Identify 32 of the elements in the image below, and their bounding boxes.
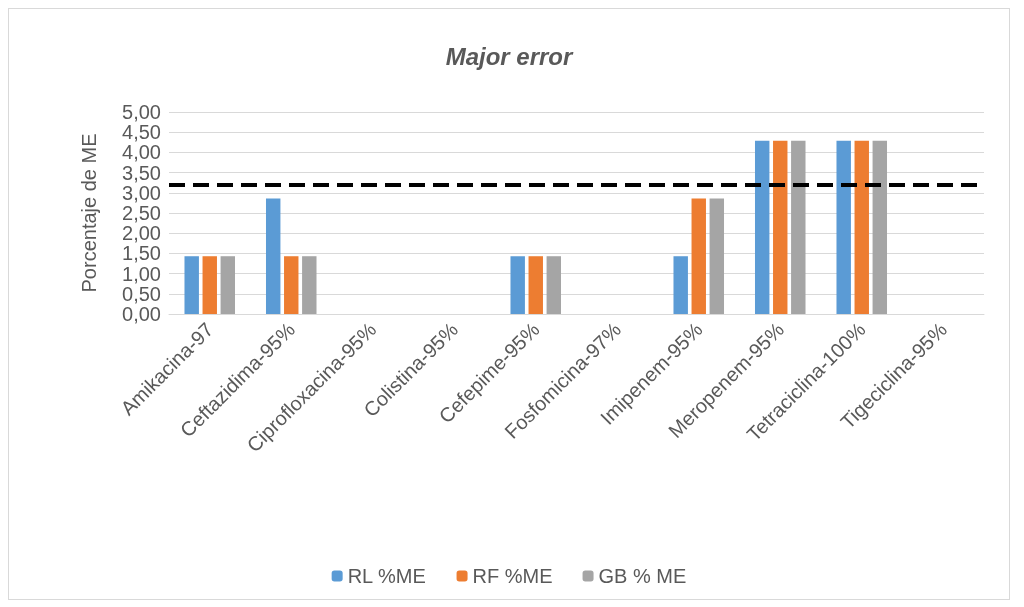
y-tick-label: 0,00: [122, 303, 161, 325]
bar: [220, 256, 236, 314]
y-tick-label: 4,00: [122, 141, 161, 164]
y-tick-label: 3,50: [122, 161, 161, 184]
bar: [202, 256, 217, 314]
bar: [691, 198, 706, 314]
bar: [284, 256, 299, 314]
bar: [791, 140, 806, 314]
bar: [673, 256, 688, 314]
legend-label: RF %ME: [472, 565, 553, 587]
legend-label: RL %ME: [347, 565, 426, 587]
y-tick-label: 1,50: [122, 242, 161, 265]
bar: [872, 140, 888, 314]
bar: [528, 256, 543, 314]
bar: [510, 256, 525, 314]
bar: [773, 140, 788, 314]
y-tick-label: 2,50: [122, 202, 161, 224]
bar: [302, 256, 317, 314]
bar: [184, 256, 199, 314]
y-axis-title: Porcentaje de ME: [78, 133, 100, 293]
bar: [754, 140, 770, 314]
bar: [836, 140, 851, 314]
bar: [546, 256, 562, 314]
legend-label: GB % ME: [598, 565, 687, 587]
bar: [709, 198, 725, 314]
y-tick-label: 1,00: [122, 262, 161, 285]
bar: [854, 140, 869, 314]
bar: [265, 198, 281, 314]
y-tick-label: 5,00: [122, 101, 161, 123]
y-tick-label: 2,00: [122, 222, 161, 245]
chart-title: Major error: [445, 42, 575, 70]
y-tick-label: 4,50: [122, 121, 161, 144]
